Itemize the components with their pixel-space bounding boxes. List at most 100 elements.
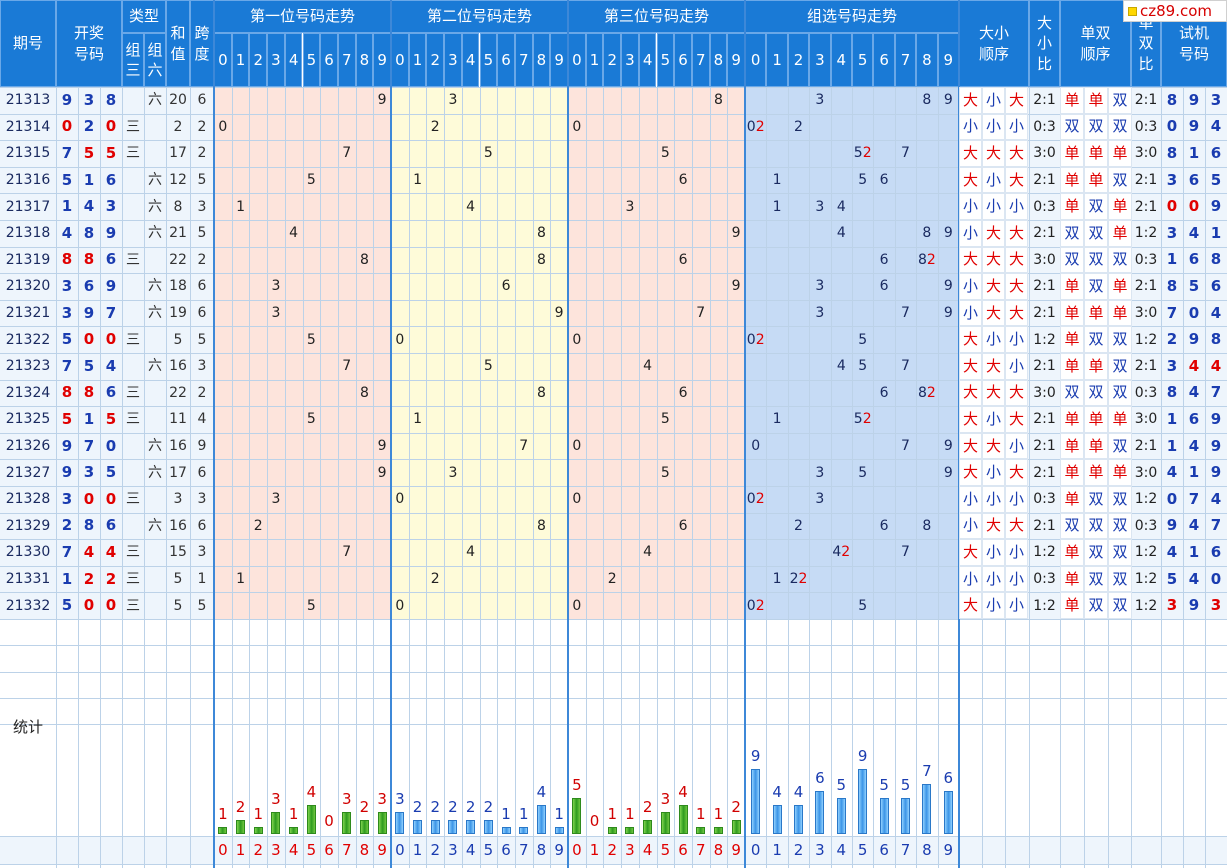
group-repeat-count: 2 xyxy=(841,544,851,561)
section-separator xyxy=(744,0,746,868)
row-oddeven: 双 xyxy=(1084,539,1108,566)
group-digit: 6 xyxy=(879,517,889,534)
row-period: 21319 xyxy=(5,251,51,268)
row-group-marker: 7 xyxy=(895,140,916,167)
header-type-z3: 组三 xyxy=(122,33,144,87)
grid-hline xyxy=(0,246,1227,248)
grid-hline xyxy=(0,220,1227,221)
row-test-digit: 7 xyxy=(1210,516,1222,535)
row-sum: 2 xyxy=(173,118,183,135)
row-bigsmall: 小 xyxy=(959,486,982,513)
grid-vline xyxy=(1205,87,1206,868)
row-period: 21320 xyxy=(5,278,51,295)
row-bigsmall: 小 xyxy=(1005,193,1028,220)
row-bigsmall: 大 xyxy=(959,326,982,353)
row-type: 三 xyxy=(126,384,140,401)
row-oddeven: 双 xyxy=(1084,273,1108,300)
row-bigsmall: 小 xyxy=(1005,486,1028,513)
group-digit: 8 xyxy=(922,92,932,109)
row-p2-marker: 8 xyxy=(536,517,546,534)
row-draw-digit: 8 xyxy=(105,90,117,109)
row-draw-digit: 0 xyxy=(83,489,95,508)
group-digit: 7 xyxy=(901,544,910,561)
grid-hline xyxy=(0,406,1227,408)
row-test-digit: 8 xyxy=(1166,143,1178,162)
row-bigsmall: 大 xyxy=(982,140,1005,167)
row-p2-marker: 0 xyxy=(395,597,405,614)
stats-pos3-digit: 5 xyxy=(660,840,671,859)
row-bigsmall: 小 xyxy=(959,193,982,220)
row-sum: 20 xyxy=(169,92,187,109)
row-oddeven: 单 xyxy=(1108,273,1132,300)
row-oddeven: 单 xyxy=(1060,193,1084,220)
header-sum: 和值 xyxy=(166,0,190,87)
row-oddeven-ratio: 2:1 xyxy=(1134,198,1158,215)
stats-pos3-digit: 1 xyxy=(589,840,600,859)
row-draw-digit: 5 xyxy=(61,596,73,615)
section-separator xyxy=(567,0,569,868)
stats-group-value: 5 xyxy=(900,776,911,794)
row-draw-digit: 4 xyxy=(61,223,73,242)
row-bigsmall-ratio: 3:0 xyxy=(1033,384,1056,401)
stats-group-digit: 2 xyxy=(793,840,804,859)
stats-pos1-bar xyxy=(271,812,281,834)
stats-group-value: 5 xyxy=(836,776,847,794)
row-p3-marker: 8 xyxy=(713,92,723,109)
row-p1-marker: 0 xyxy=(218,118,228,135)
stats-group-bar xyxy=(858,769,868,834)
header-z6-text: 组六 xyxy=(147,40,163,79)
row-type: 三 xyxy=(126,597,140,614)
stats-group-value: 4 xyxy=(772,783,782,802)
row-oddeven: 单 xyxy=(1060,299,1084,327)
site-logo[interactable]: cz89.com xyxy=(1123,0,1227,22)
header-pos2-digit-9: 9 xyxy=(550,33,568,87)
row-draw-digit: 5 xyxy=(83,356,95,375)
stats-pos2-value: 2 xyxy=(483,797,494,816)
row-draw-digit: 2 xyxy=(105,569,117,588)
stats-pos1-value: 1 xyxy=(253,804,264,823)
row-oddeven: 双 xyxy=(1108,539,1132,566)
row-group-marker: 6 xyxy=(873,247,894,274)
grid-vline xyxy=(656,87,658,868)
row-group-marker: 6 xyxy=(873,380,894,407)
row-draw-digit: 8 xyxy=(83,516,95,535)
row-p2-marker: 9 xyxy=(554,305,564,322)
row-oddeven: 单 xyxy=(1060,87,1084,114)
row-span: 5 xyxy=(197,225,207,242)
row-test-digit: 0 xyxy=(1210,569,1222,588)
stats-pos2-bar xyxy=(430,819,440,834)
group-repeat-count: 2 xyxy=(755,491,765,508)
group-digit: 3 xyxy=(815,198,825,215)
row-p2-marker: 2 xyxy=(430,571,440,588)
row-oddeven: 双 xyxy=(1108,486,1132,513)
group-digit: 7 xyxy=(901,438,910,455)
row-p2-marker: 8 xyxy=(536,225,546,242)
row-oddeven-ratio: 1:2 xyxy=(1134,225,1158,242)
row-type: 六 xyxy=(148,305,162,322)
stats-group-value: 6 xyxy=(943,768,954,787)
header-pos1-digit-0: 0 xyxy=(214,33,232,87)
row-bigsmall-ratio: 2:1 xyxy=(1033,517,1056,534)
grid-vline xyxy=(444,87,446,868)
stats-group-value: 4 xyxy=(793,783,804,802)
row-oddeven-ratio: 3:0 xyxy=(1134,145,1158,162)
row-oddeven-ratio: 1:2 xyxy=(1134,331,1158,348)
row-test-digit: 2 xyxy=(1166,330,1178,349)
row-group-marker: 8 xyxy=(916,87,937,114)
row-oddeven: 双 xyxy=(1060,220,1084,247)
stats-group-bar xyxy=(922,783,932,834)
row-group-marker: 6 xyxy=(873,167,894,194)
row-sum: 15 xyxy=(169,544,187,561)
stats-pos3-bar xyxy=(696,826,706,834)
header-pos2-digit-4: 4 xyxy=(461,33,480,87)
row-group-marker: 7 xyxy=(895,353,916,380)
stats-pos2-value: 2 xyxy=(448,797,458,816)
row-bigsmall: 小 xyxy=(982,326,1005,353)
row-period: 21329 xyxy=(5,517,51,534)
row-oddeven: 单 xyxy=(1108,406,1132,433)
row-bigsmall-ratio: 3:0 xyxy=(1033,145,1056,162)
group-repeat-count: 2 xyxy=(862,145,872,162)
row-bigsmall-ratio: 2:1 xyxy=(1033,411,1056,428)
row-oddeven: 双 xyxy=(1060,113,1084,141)
